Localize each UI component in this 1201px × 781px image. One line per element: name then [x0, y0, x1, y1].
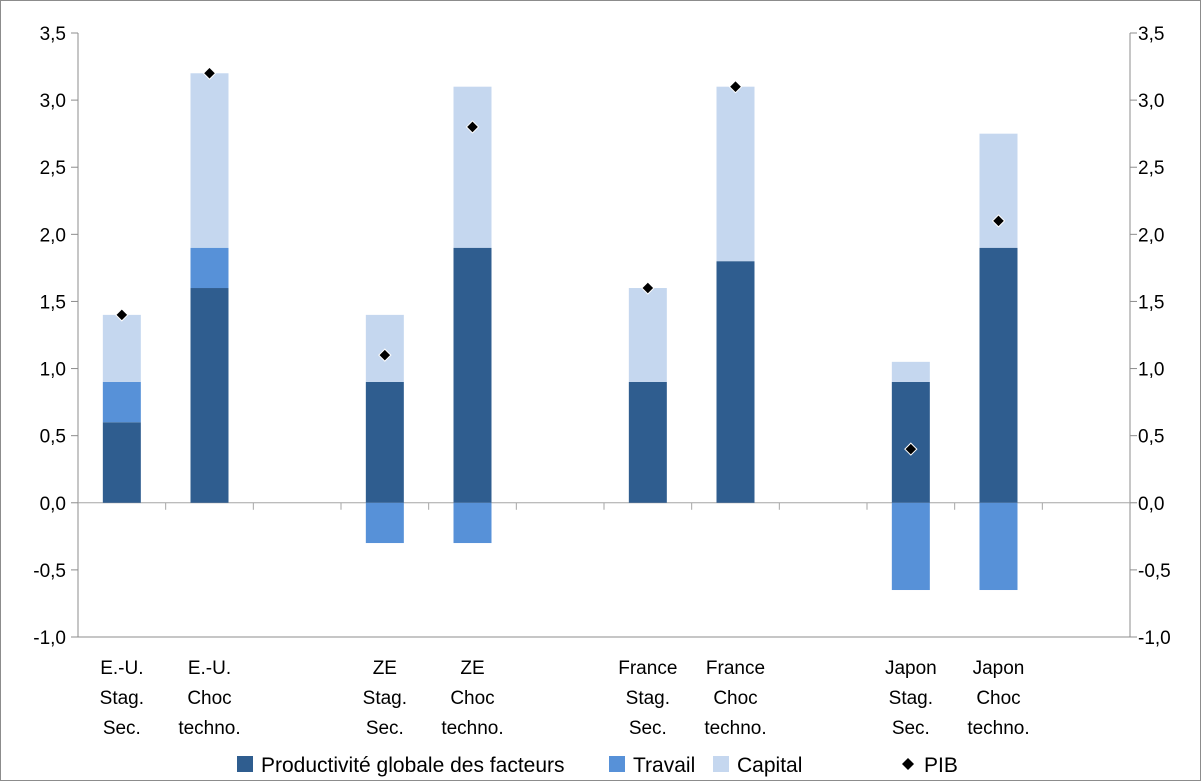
- category-label-line: Choc: [713, 688, 757, 709]
- bar-productivit-globale-des-facteurs: [628, 381, 667, 503]
- category-label-line: Choc: [187, 688, 231, 709]
- category-label-line: techno.: [178, 718, 240, 739]
- bar-productivit-globale-des-facteurs: [453, 247, 492, 503]
- pib-marker: [115, 308, 129, 322]
- legend-label: Productivité globale des facteurs: [261, 754, 565, 777]
- pib-marker: [378, 348, 392, 362]
- y-tick-label-left: 2,0: [40, 225, 66, 246]
- category-label-line: Stag.: [889, 688, 933, 709]
- category-label-line: techno.: [704, 718, 766, 739]
- category-label: Japon Choc techno.: [967, 658, 1029, 739]
- bar-capital: [190, 73, 229, 248]
- y-tick-label-left: -0,5: [33, 561, 66, 582]
- legend-swatch: [237, 756, 253, 772]
- category-label-line: Stag.: [626, 688, 670, 709]
- category-label: E.-U. Choc techno.: [178, 658, 240, 739]
- y-tick-label-left: 3,5: [40, 24, 66, 45]
- category-label-line: E.-U.: [100, 658, 143, 679]
- category-label-line: ZE: [460, 658, 484, 679]
- category-label-line: techno.: [967, 718, 1029, 739]
- category-label-line: Japon: [973, 658, 1025, 679]
- bar-travail: [365, 502, 404, 544]
- y-tick-label-left: 3,0: [40, 91, 66, 112]
- bar-capital: [628, 288, 667, 382]
- bar-capital: [453, 86, 492, 248]
- legend-swatch: [713, 756, 729, 772]
- bar-capital: [979, 133, 1018, 248]
- category-label-line: Choc: [450, 688, 494, 709]
- bar-travail: [102, 381, 141, 423]
- legend-swatch: [609, 756, 625, 772]
- category-label: E.-U. Stag. Sec.: [100, 658, 144, 739]
- y-tick-label-right: 0,5: [1138, 427, 1164, 448]
- y-tick-label-right: -0,5: [1138, 561, 1171, 582]
- pib-marker: [202, 66, 217, 80]
- category-label-line: France: [706, 658, 765, 679]
- category-label: France Stag. Sec.: [618, 658, 677, 739]
- y-tick-label-right: 3,5: [1138, 24, 1164, 45]
- y-tick-label-left: 2,5: [40, 158, 66, 179]
- bar-capital: [716, 86, 755, 262]
- bar-productivit-globale-des-facteurs: [716, 261, 755, 503]
- pib-marker: [465, 120, 480, 134]
- category-label: Japon Stag. Sec.: [885, 658, 937, 739]
- y-tick-label-right: 0,0: [1138, 494, 1164, 515]
- y-tick-label-right: 1,0: [1138, 360, 1164, 381]
- y-tick-label-right: 2,0: [1138, 225, 1164, 246]
- category-label-line: Sec.: [103, 718, 141, 739]
- legend-label: Travail: [633, 754, 695, 777]
- category-label-line: Japon: [885, 658, 937, 679]
- category-label-line: E.-U.: [188, 658, 231, 679]
- category-label-line: Stag.: [363, 688, 407, 709]
- category-label: France Choc techno.: [704, 658, 766, 739]
- bars: [102, 73, 1018, 591]
- category-label-line: ZE: [373, 658, 397, 679]
- y-tick-label-left: 0,0: [40, 494, 66, 515]
- bar-travail: [891, 502, 930, 591]
- category-label-line: Sec.: [892, 718, 930, 739]
- y-tick-label-right: 3,0: [1138, 91, 1164, 112]
- pib-marker: [904, 442, 918, 456]
- bar-productivit-globale-des-facteurs: [102, 422, 141, 503]
- bar-productivit-globale-des-facteurs: [891, 381, 930, 503]
- axes: -1,0 -1,0 -0,5 -0,5 0,0 0,0 0,5 0,5 1,0 1,0 1,5 1,5…: [33, 24, 1171, 649]
- legend-marker: [902, 758, 914, 770]
- pib-markers: [115, 66, 1006, 456]
- category-label: ZE Choc techno.: [441, 658, 503, 739]
- bar-travail: [453, 502, 492, 544]
- pib-marker: [641, 281, 655, 295]
- bar-travail: [979, 502, 1018, 591]
- y-tick-label-right: 1,5: [1138, 292, 1164, 313]
- y-tick-label-left: -1,0: [33, 628, 66, 649]
- y-tick-label-right: 2,5: [1138, 158, 1164, 179]
- category-label-line: Sec.: [629, 718, 667, 739]
- bar-capital: [891, 361, 930, 382]
- category-labels: E.-U. Stag. Sec. E.-U. Choc techno. ZE Stag. Sec…: [100, 658, 1030, 739]
- bar-capital: [102, 314, 141, 382]
- category-label-line: Sec.: [366, 718, 404, 739]
- y-tick-label-left: 1,0: [40, 360, 66, 381]
- bar-productivit-globale-des-facteurs: [979, 247, 1018, 503]
- y-tick-label-right: -1,0: [1138, 628, 1171, 649]
- legend: Productivité globale des facteurs Travail…: [237, 754, 958, 777]
- pib-marker: [991, 214, 1006, 228]
- bar-capital: [365, 314, 404, 382]
- legend-label: PIB: [924, 754, 958, 777]
- y-tick-label-left: 1,5: [40, 292, 66, 313]
- category-label-line: techno.: [441, 718, 503, 739]
- category-label: ZE Stag. Sec.: [363, 658, 407, 739]
- y-tick-label-left: 0,5: [40, 427, 66, 448]
- bar-travail: [190, 247, 229, 289]
- category-label-line: France: [618, 658, 677, 679]
- bar-productivit-globale-des-facteurs: [365, 381, 404, 503]
- category-label-line: Choc: [976, 688, 1020, 709]
- category-label-line: Stag.: [100, 688, 144, 709]
- legend-label: Capital: [737, 754, 802, 777]
- bar-productivit-globale-des-facteurs: [190, 288, 229, 503]
- pib-marker: [728, 79, 743, 94]
